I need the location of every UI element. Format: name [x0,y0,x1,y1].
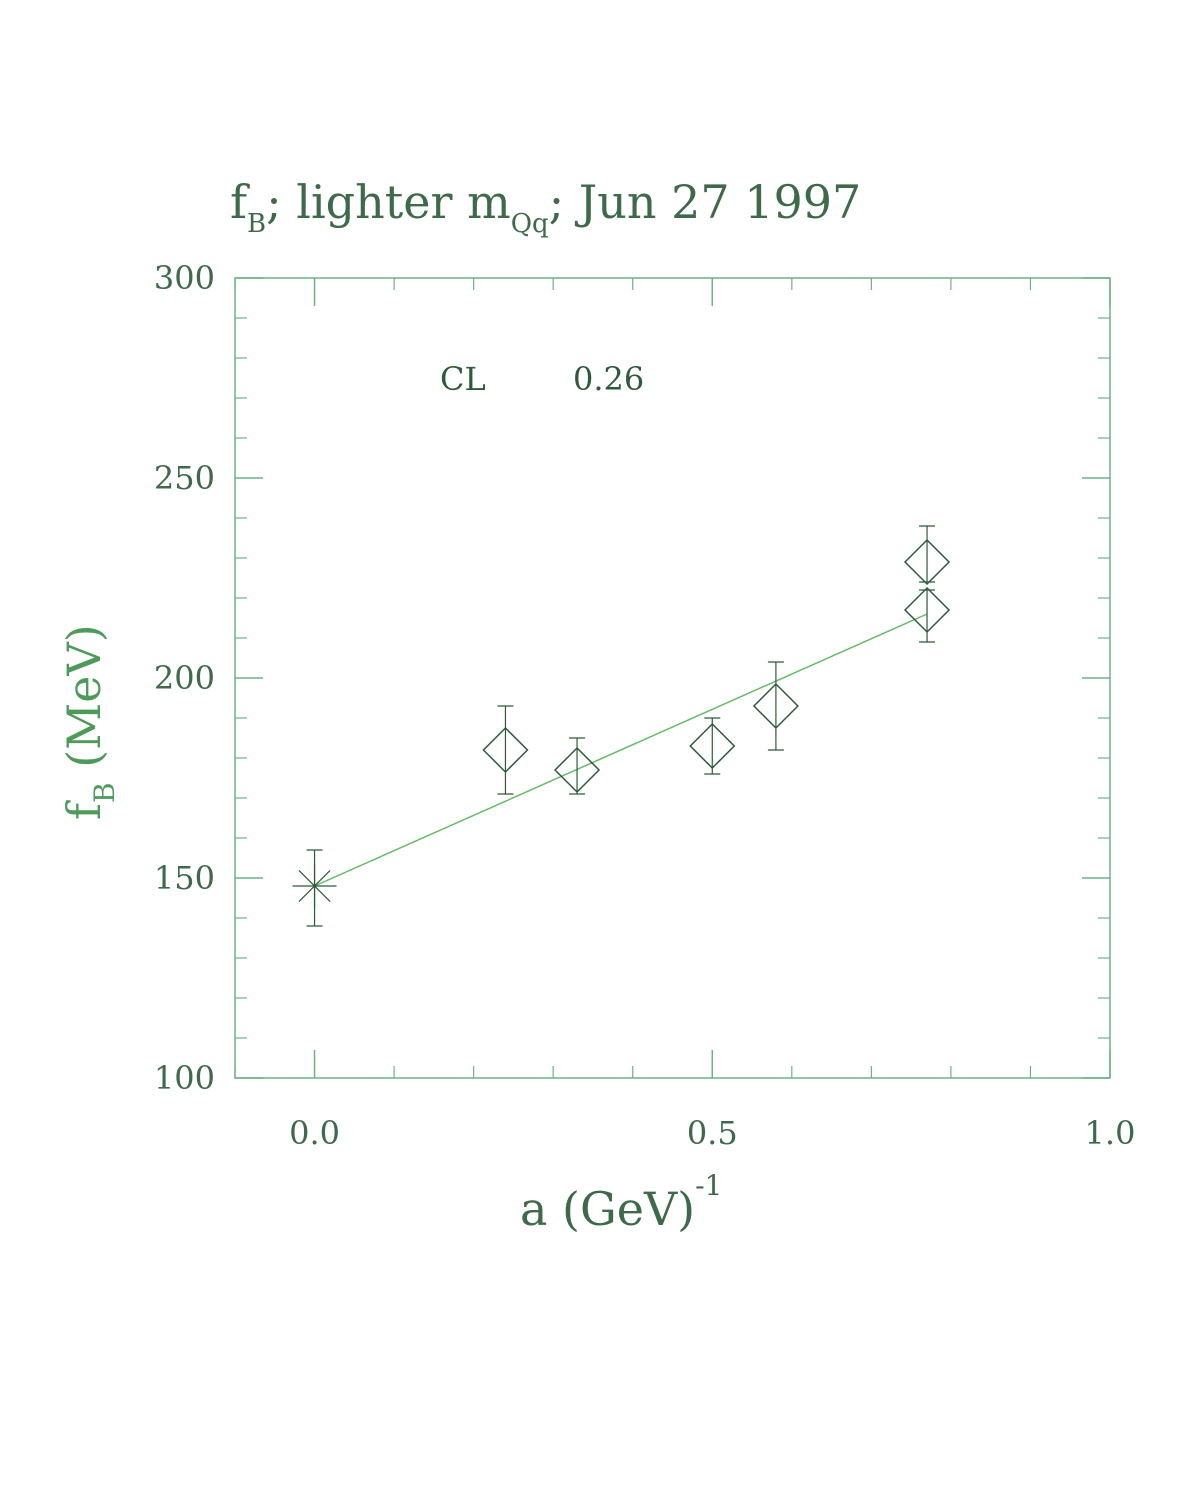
diamond-point [689,722,736,770]
y-tick-label: 100 [154,1059,215,1097]
chart-title: fB; lighter mQq; Jun 27 1997 [230,175,861,239]
diamond-point [553,746,601,794]
burst-point-ray [298,870,331,902]
cl-label: CL [440,360,486,398]
y-tick-label: 200 [154,659,215,697]
diamond-point [482,726,529,774]
y-tick-label: 300 [154,259,215,297]
cl-value: 0.26 [573,360,644,398]
x-tick-label: 0.0 [289,1114,340,1152]
diamond-point [903,586,951,634]
tick-marks [235,277,1111,1079]
x-tick-label: 1.0 [1085,1114,1136,1152]
diamond-point [752,682,799,730]
fit-line [314,613,928,887]
y-tick-label: 250 [154,459,215,497]
tick-labels: 100 150 200 250 300 0.0 0.5 1.0 [154,259,1136,1152]
minor-ticks [234,278,1110,1078]
y-axis-label: fB (MeV) [57,624,121,820]
plot-border [234,277,1111,1079]
diamond-point [903,538,951,586]
y-tick-label: 150 [154,859,215,897]
x-axis-label: a (GeV)-1 [520,1169,722,1236]
data-points [292,525,951,927]
fit-line-group [314,613,928,887]
plot-frame [234,277,1111,1079]
x-tick-label: 0.5 [687,1114,738,1152]
